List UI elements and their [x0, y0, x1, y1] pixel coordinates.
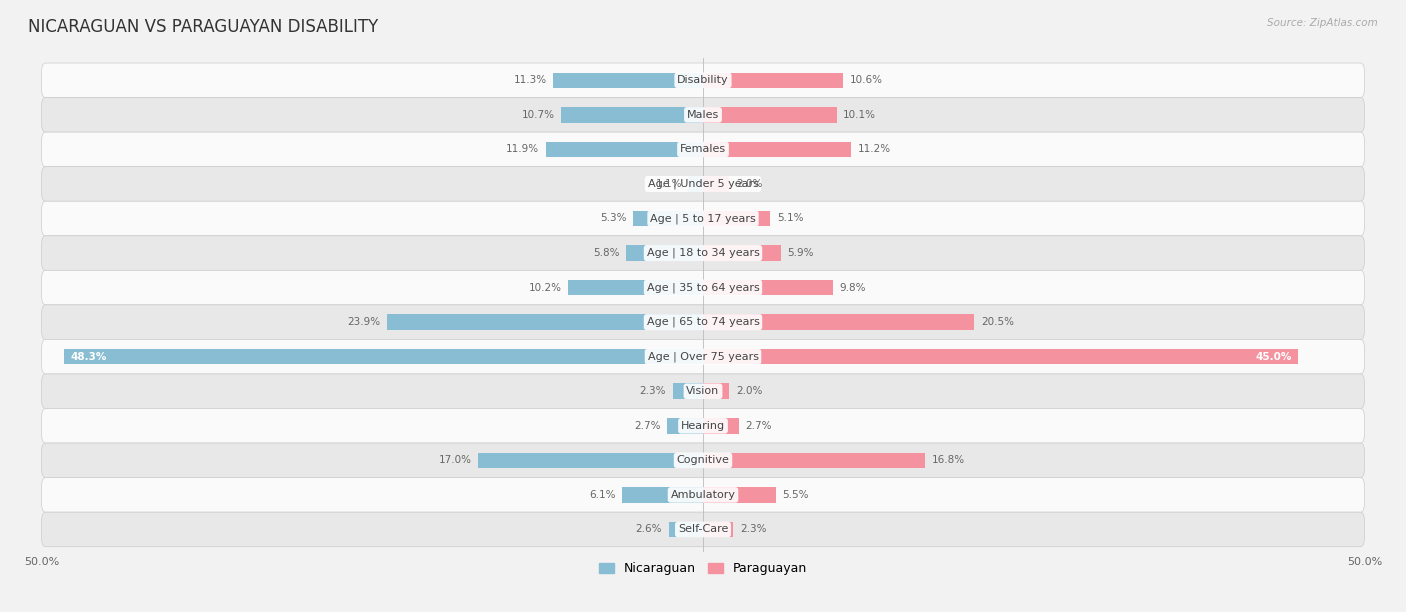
Bar: [703, 315, 974, 330]
FancyBboxPatch shape: [41, 271, 1365, 305]
Text: Females: Females: [681, 144, 725, 154]
Bar: [478, 452, 703, 468]
Text: 2.7%: 2.7%: [634, 421, 661, 431]
Text: Disability: Disability: [678, 75, 728, 85]
Text: 48.3%: 48.3%: [70, 352, 107, 362]
Text: 10.2%: 10.2%: [529, 283, 561, 293]
Bar: [63, 349, 703, 365]
Text: NICARAGUAN VS PARAGUAYAN DISABILITY: NICARAGUAN VS PARAGUAYAN DISABILITY: [28, 18, 378, 36]
Text: 2.7%: 2.7%: [745, 421, 772, 431]
Text: 23.9%: 23.9%: [347, 317, 380, 327]
Bar: [623, 487, 703, 502]
FancyBboxPatch shape: [41, 340, 1365, 374]
Text: Males: Males: [688, 110, 718, 120]
FancyBboxPatch shape: [41, 97, 1365, 132]
Bar: [703, 349, 1298, 365]
Text: 10.7%: 10.7%: [522, 110, 555, 120]
Text: 16.8%: 16.8%: [932, 455, 965, 465]
Bar: [703, 452, 925, 468]
Bar: [561, 107, 703, 122]
Text: Ambulatory: Ambulatory: [671, 490, 735, 500]
Text: Age | 35 to 64 years: Age | 35 to 64 years: [647, 282, 759, 293]
Text: 2.3%: 2.3%: [640, 386, 666, 396]
Text: Source: ZipAtlas.com: Source: ZipAtlas.com: [1267, 18, 1378, 28]
Text: 11.2%: 11.2%: [858, 144, 891, 154]
Bar: [703, 73, 844, 88]
Text: 11.3%: 11.3%: [513, 75, 547, 85]
Text: 9.8%: 9.8%: [839, 283, 866, 293]
FancyBboxPatch shape: [41, 63, 1365, 97]
Bar: [703, 280, 832, 296]
Bar: [703, 487, 776, 502]
FancyBboxPatch shape: [41, 512, 1365, 547]
Text: Age | Under 5 years: Age | Under 5 years: [648, 179, 758, 189]
Bar: [668, 418, 703, 433]
Bar: [703, 418, 738, 433]
Text: Age | 5 to 17 years: Age | 5 to 17 years: [650, 213, 756, 224]
Bar: [672, 384, 703, 399]
FancyBboxPatch shape: [41, 236, 1365, 271]
Text: Self-Care: Self-Care: [678, 524, 728, 534]
Bar: [703, 107, 837, 122]
Text: 2.6%: 2.6%: [636, 524, 662, 534]
FancyBboxPatch shape: [41, 409, 1365, 443]
Text: Cognitive: Cognitive: [676, 455, 730, 465]
Bar: [703, 521, 734, 537]
Text: 17.0%: 17.0%: [439, 455, 471, 465]
Bar: [568, 280, 703, 296]
Text: Hearing: Hearing: [681, 421, 725, 431]
Text: 2.0%: 2.0%: [737, 179, 762, 189]
Text: 2.3%: 2.3%: [740, 524, 766, 534]
Text: 6.1%: 6.1%: [589, 490, 616, 500]
Text: Age | Over 75 years: Age | Over 75 years: [648, 351, 758, 362]
FancyBboxPatch shape: [41, 443, 1365, 477]
Bar: [703, 384, 730, 399]
Bar: [387, 315, 703, 330]
Text: 2.0%: 2.0%: [737, 386, 762, 396]
Text: 20.5%: 20.5%: [981, 317, 1014, 327]
Text: 10.6%: 10.6%: [849, 75, 883, 85]
Text: Vision: Vision: [686, 386, 720, 396]
Bar: [703, 211, 770, 226]
Bar: [626, 245, 703, 261]
FancyBboxPatch shape: [41, 201, 1365, 236]
Text: 11.9%: 11.9%: [506, 144, 538, 154]
FancyBboxPatch shape: [41, 166, 1365, 201]
Legend: Nicaraguan, Paraguayan: Nicaraguan, Paraguayan: [593, 558, 813, 580]
FancyBboxPatch shape: [41, 477, 1365, 512]
Text: 45.0%: 45.0%: [1256, 352, 1292, 362]
Bar: [703, 245, 782, 261]
Text: Age | 65 to 74 years: Age | 65 to 74 years: [647, 317, 759, 327]
Bar: [669, 521, 703, 537]
FancyBboxPatch shape: [41, 132, 1365, 166]
Bar: [546, 141, 703, 157]
Bar: [703, 176, 730, 192]
FancyBboxPatch shape: [41, 305, 1365, 340]
Text: Age | 18 to 34 years: Age | 18 to 34 years: [647, 248, 759, 258]
Bar: [703, 141, 851, 157]
Text: 5.3%: 5.3%: [600, 214, 626, 223]
Text: 1.1%: 1.1%: [655, 179, 682, 189]
Text: 5.8%: 5.8%: [593, 248, 620, 258]
Text: 5.9%: 5.9%: [787, 248, 814, 258]
Bar: [554, 73, 703, 88]
Bar: [633, 211, 703, 226]
Text: 5.1%: 5.1%: [778, 214, 804, 223]
Text: 5.5%: 5.5%: [782, 490, 808, 500]
FancyBboxPatch shape: [41, 374, 1365, 409]
Text: 10.1%: 10.1%: [844, 110, 876, 120]
Bar: [689, 176, 703, 192]
